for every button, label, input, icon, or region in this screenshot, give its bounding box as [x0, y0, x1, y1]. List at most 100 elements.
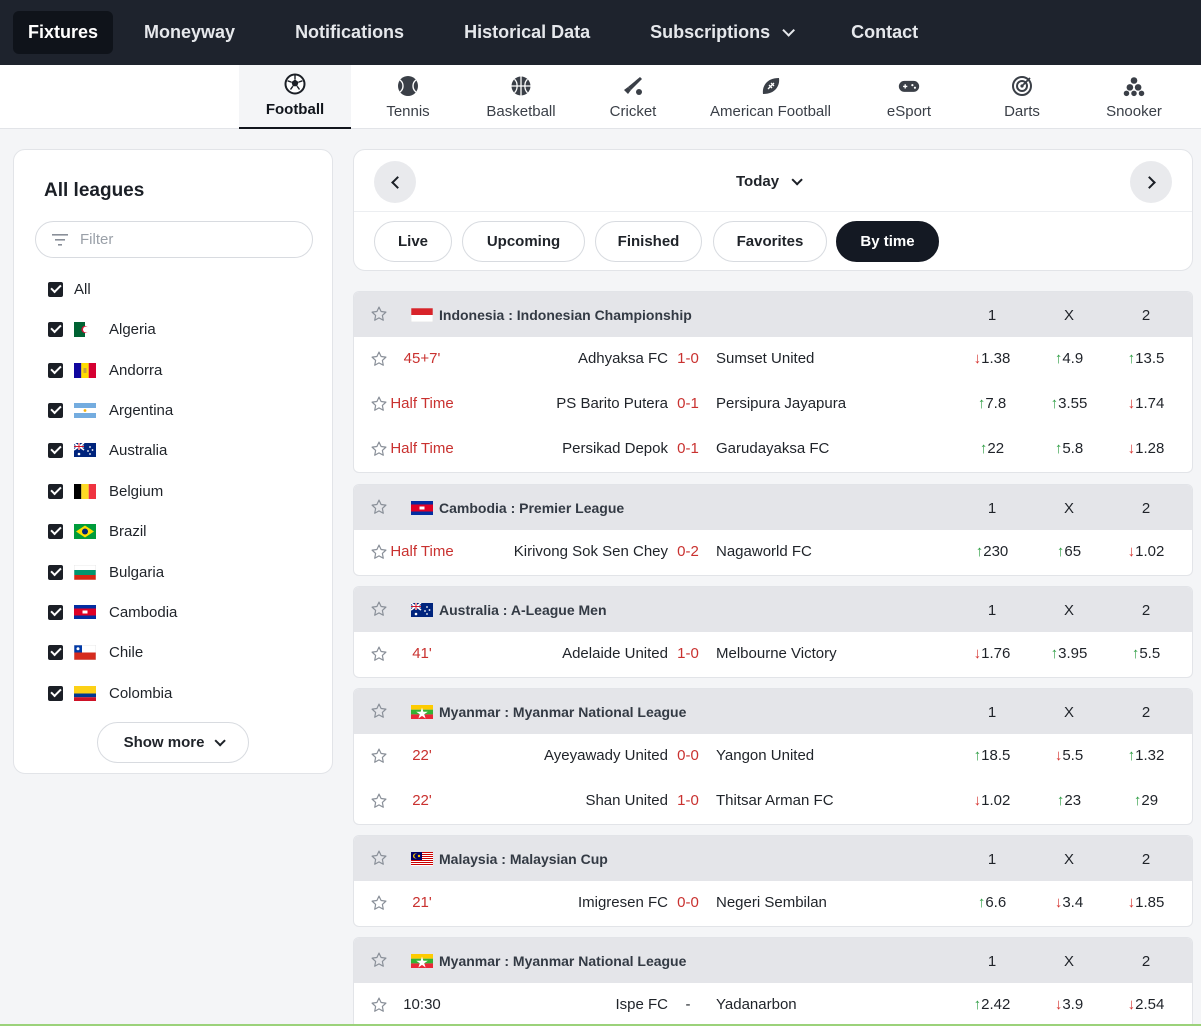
- checkbox[interactable]: [48, 644, 63, 660]
- league-item[interactable]: Algeria: [48, 317, 156, 341]
- star-icon[interactable]: [370, 305, 388, 323]
- odds-1[interactable]: ↑2.42: [959, 996, 1025, 1013]
- odds-x[interactable]: ↑23: [1036, 792, 1102, 809]
- match-row[interactable]: 21' Imigresen FC 0-0 Negeri Sembilan ↑6.6 ↓3.…: [354, 881, 1192, 926]
- checkbox[interactable]: [48, 564, 63, 580]
- nav-notifications[interactable]: Notifications: [280, 11, 419, 54]
- odds-1[interactable]: ↑7.8: [959, 395, 1025, 412]
- nav-fixtures[interactable]: Fixtures: [13, 11, 114, 54]
- tab-tennis[interactable]: Tennis: [352, 65, 464, 129]
- star-icon[interactable]: [370, 498, 388, 516]
- league-filter-input[interactable]: [80, 231, 280, 248]
- league-item[interactable]: Belgium: [48, 479, 163, 503]
- odds-2[interactable]: ↓1.02: [1113, 543, 1179, 560]
- odds-1[interactable]: ↓1.76: [959, 645, 1025, 662]
- odds-2[interactable]: ↑13.5: [1113, 350, 1179, 367]
- match-row[interactable]: 45+7' Adhyaksa FC 1-0 Sumset United ↓1.38 ↑4.…: [354, 337, 1192, 382]
- odds-1[interactable]: ↑230: [959, 543, 1025, 560]
- previous-day-button[interactable]: [374, 161, 416, 203]
- star-icon[interactable]: [370, 747, 388, 765]
- odds-x[interactable]: ↑3.55: [1036, 395, 1102, 412]
- arrow-up-icon: ↑: [973, 996, 982, 1013]
- date-selector[interactable]: Today: [736, 173, 803, 190]
- checkbox[interactable]: [48, 281, 63, 297]
- star-icon[interactable]: [370, 996, 388, 1014]
- checkbox[interactable]: [48, 402, 63, 418]
- star-icon[interactable]: [370, 849, 388, 867]
- next-day-button[interactable]: [1130, 161, 1172, 203]
- tab-basketball[interactable]: Basketball: [465, 65, 577, 129]
- league-item[interactable]: Australia: [48, 438, 167, 462]
- match-row[interactable]: Half Time Kirivong Sok Sen Chey 0-2 Nagawor…: [354, 530, 1192, 575]
- odds-1[interactable]: ↓1.02: [959, 792, 1025, 809]
- league-item[interactable]: All: [48, 277, 91, 301]
- odds-2[interactable]: ↓1.85: [1113, 894, 1179, 911]
- odds-1[interactable]: ↑6.6: [959, 894, 1025, 911]
- odds-x[interactable]: ↓3.9: [1036, 996, 1102, 1013]
- odds-x[interactable]: ↓5.5: [1036, 747, 1102, 764]
- checkbox[interactable]: [48, 604, 63, 620]
- checkbox[interactable]: [48, 483, 63, 499]
- filter-live[interactable]: Live: [374, 221, 452, 262]
- odds-x[interactable]: ↑3.95: [1036, 645, 1102, 662]
- odds-1[interactable]: ↑22: [959, 440, 1025, 457]
- checkbox[interactable]: [48, 685, 63, 701]
- checkbox[interactable]: [48, 523, 63, 539]
- league-item[interactable]: Cambodia: [48, 600, 177, 624]
- nav-contact[interactable]: Contact: [836, 11, 933, 54]
- odds-2[interactable]: ↑5.5: [1113, 645, 1179, 662]
- odds-2[interactable]: ↓1.74: [1113, 395, 1179, 412]
- match-row[interactable]: Half Time Persikad Depok 0-1 Garudayaksa FC…: [354, 427, 1192, 472]
- odds-1[interactable]: ↓1.38: [959, 350, 1025, 367]
- show-more-button[interactable]: Show more: [97, 722, 249, 763]
- odds-x[interactable]: ↑5.8: [1036, 440, 1102, 457]
- league-item[interactable]: Andorra: [48, 358, 162, 382]
- star-icon[interactable]: [370, 645, 388, 663]
- odds-2[interactable]: ↑29: [1113, 792, 1179, 809]
- tab-darts[interactable]: Darts: [966, 65, 1078, 129]
- odds-value: 1.32: [1135, 747, 1165, 764]
- match-row[interactable]: 41' Adelaide United 1-0 Melbourne Victory ↓1…: [354, 632, 1192, 677]
- odds-2[interactable]: ↓2.54: [1113, 996, 1179, 1013]
- checkbox[interactable]: [48, 362, 63, 378]
- filter-finished[interactable]: Finished: [595, 221, 702, 262]
- league-item[interactable]: Argentina: [48, 398, 173, 422]
- filter-upcoming[interactable]: Upcoming: [462, 221, 585, 262]
- checkbox[interactable]: [48, 442, 63, 458]
- tab-football[interactable]: Football: [239, 65, 351, 129]
- star-icon[interactable]: [370, 440, 388, 458]
- odds-x[interactable]: ↑65: [1036, 543, 1102, 560]
- star-icon[interactable]: [370, 395, 388, 413]
- star-icon[interactable]: [370, 951, 388, 969]
- checkbox[interactable]: [48, 321, 63, 337]
- star-icon[interactable]: [370, 792, 388, 810]
- league-item[interactable]: Colombia: [48, 681, 172, 705]
- tab-american-football[interactable]: American Football: [689, 65, 852, 129]
- league-item[interactable]: Brazil: [48, 519, 147, 543]
- filter-favorites[interactable]: Favorites: [713, 221, 827, 262]
- star-icon[interactable]: [370, 600, 388, 618]
- star-icon[interactable]: [370, 350, 388, 368]
- star-icon[interactable]: [370, 543, 388, 561]
- league-item[interactable]: Bulgaria: [48, 560, 164, 584]
- match-row[interactable]: 10:30 Ispe FC - Yadanarbon ↑2.42 ↓3.9 ↓2.54: [354, 983, 1192, 1026]
- match-row[interactable]: 22' Shan United 1-0 Thitsar Arman FC ↓1.02 ↑2…: [354, 779, 1192, 824]
- odds-1[interactable]: ↑18.5: [959, 747, 1025, 764]
- nav-historical-data[interactable]: Historical Data: [449, 11, 605, 54]
- match-row[interactable]: 22' Ayeyawady United 0-0 Yangon United ↑18.5…: [354, 734, 1192, 779]
- league-filter[interactable]: [35, 221, 313, 258]
- match-row[interactable]: Half Time PS Barito Putera 0-1 Persipura Ja…: [354, 382, 1192, 427]
- odds-x[interactable]: ↓3.4: [1036, 894, 1102, 911]
- star-icon[interactable]: [370, 894, 388, 912]
- tab-snooker[interactable]: Snooker: [1078, 65, 1190, 129]
- nav-moneyway[interactable]: Moneyway: [129, 11, 250, 54]
- nav-subscriptions[interactable]: Subscriptions: [635, 11, 806, 54]
- star-icon[interactable]: [370, 702, 388, 720]
- filter-by-time[interactable]: By time: [836, 221, 939, 262]
- tab-cricket[interactable]: Cricket: [577, 65, 689, 129]
- league-item[interactable]: Chile: [48, 640, 143, 664]
- odds-2[interactable]: ↑1.32: [1113, 747, 1179, 764]
- tab-esport[interactable]: eSport: [853, 65, 965, 129]
- odds-2[interactable]: ↓1.28: [1113, 440, 1179, 457]
- odds-x[interactable]: ↑4.9: [1036, 350, 1102, 367]
